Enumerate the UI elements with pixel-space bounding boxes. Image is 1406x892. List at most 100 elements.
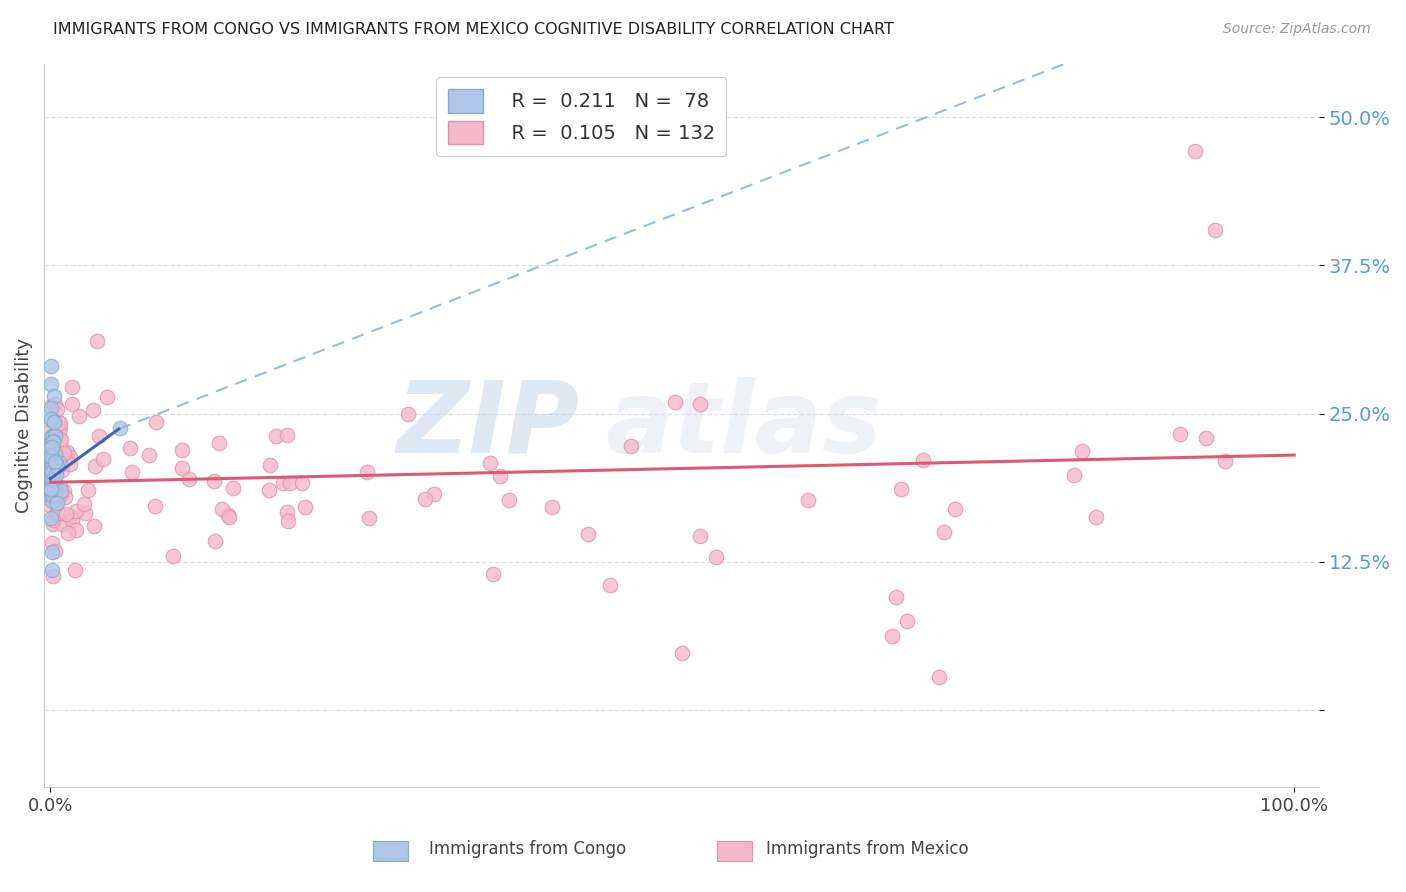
Point bbox=[704, 550, 727, 565]
Point bbox=[41, 428, 63, 442]
Point bbox=[170, 442, 193, 457]
Point bbox=[39, 441, 62, 455]
Point bbox=[44, 397, 66, 411]
Point bbox=[41, 452, 63, 467]
Point bbox=[67, 409, 90, 423]
Point bbox=[138, 448, 160, 462]
Point bbox=[53, 484, 76, 499]
Point bbox=[39, 475, 62, 489]
Point bbox=[41, 435, 63, 450]
Point bbox=[39, 441, 62, 455]
Point bbox=[217, 508, 239, 523]
Point bbox=[44, 483, 66, 498]
Point bbox=[620, 439, 643, 453]
Point bbox=[48, 432, 70, 446]
Point bbox=[357, 511, 380, 525]
Point bbox=[39, 412, 62, 426]
Point bbox=[46, 415, 69, 429]
Point bbox=[222, 482, 245, 496]
Point bbox=[797, 493, 820, 508]
Point bbox=[689, 397, 711, 411]
Point bbox=[41, 563, 63, 577]
Point bbox=[41, 412, 63, 426]
Point bbox=[82, 403, 104, 417]
Point bbox=[91, 451, 114, 466]
Point bbox=[498, 492, 520, 507]
Point bbox=[1063, 467, 1085, 482]
Point bbox=[211, 501, 233, 516]
Point bbox=[41, 474, 63, 488]
Point bbox=[41, 449, 63, 463]
Text: atlas: atlas bbox=[605, 377, 882, 474]
Point bbox=[294, 500, 316, 514]
Point bbox=[42, 513, 65, 527]
Point bbox=[60, 513, 83, 527]
Point bbox=[44, 544, 66, 558]
Point bbox=[259, 458, 281, 472]
Point bbox=[51, 516, 73, 531]
Point bbox=[202, 475, 225, 489]
Point bbox=[39, 468, 62, 483]
Point bbox=[540, 500, 562, 514]
Point bbox=[59, 509, 82, 524]
Point bbox=[46, 496, 69, 510]
Point bbox=[55, 507, 77, 521]
Point bbox=[413, 491, 436, 506]
Point bbox=[42, 477, 65, 491]
Point bbox=[59, 450, 82, 464]
Point bbox=[42, 434, 65, 448]
Text: Immigrants from Congo: Immigrants from Congo bbox=[429, 840, 626, 858]
Point bbox=[41, 472, 63, 486]
Point bbox=[896, 614, 918, 628]
Point bbox=[63, 563, 86, 577]
Point bbox=[576, 526, 599, 541]
Text: IMMIGRANTS FROM CONGO VS IMMIGRANTS FROM MEXICO COGNITIVE DISABILITY CORRELATION: IMMIGRANTS FROM CONGO VS IMMIGRANTS FROM… bbox=[53, 22, 894, 37]
Point bbox=[83, 519, 105, 533]
Point bbox=[932, 524, 955, 539]
Point bbox=[39, 499, 62, 513]
Point bbox=[53, 452, 76, 467]
Point bbox=[41, 454, 63, 468]
Point bbox=[51, 442, 73, 456]
Point bbox=[145, 415, 167, 429]
Point bbox=[42, 458, 65, 472]
Point bbox=[49, 433, 72, 447]
Point bbox=[51, 486, 73, 500]
Point bbox=[45, 487, 67, 501]
Point bbox=[39, 423, 62, 437]
Point bbox=[48, 454, 70, 468]
Point bbox=[423, 487, 446, 501]
Point bbox=[39, 483, 62, 498]
Point bbox=[48, 458, 70, 472]
Point bbox=[44, 455, 66, 469]
Point bbox=[41, 450, 63, 464]
Point bbox=[1184, 144, 1206, 158]
Point bbox=[39, 483, 62, 497]
Point bbox=[278, 476, 301, 491]
Point bbox=[39, 461, 62, 475]
Point bbox=[41, 461, 63, 475]
Point bbox=[41, 479, 63, 493]
Point bbox=[49, 416, 72, 430]
Point bbox=[60, 380, 83, 394]
Point bbox=[73, 497, 96, 511]
Point bbox=[41, 474, 63, 488]
Point bbox=[489, 469, 512, 483]
Point bbox=[41, 430, 63, 444]
Point bbox=[44, 491, 66, 506]
Point bbox=[928, 670, 950, 684]
Point bbox=[39, 450, 62, 464]
Text: ZIP: ZIP bbox=[396, 377, 579, 474]
Point bbox=[39, 462, 62, 476]
Point bbox=[108, 421, 131, 435]
Point bbox=[46, 491, 69, 505]
Point bbox=[42, 450, 65, 465]
Point bbox=[42, 435, 65, 450]
Legend:   R =  0.211   N =  78,   R =  0.105   N = 132: R = 0.211 N = 78, R = 0.105 N = 132 bbox=[436, 78, 727, 156]
Point bbox=[1168, 427, 1191, 442]
Point bbox=[170, 461, 193, 475]
Point bbox=[49, 484, 72, 499]
Point bbox=[39, 376, 62, 391]
Point bbox=[39, 450, 62, 464]
Point bbox=[42, 449, 65, 463]
